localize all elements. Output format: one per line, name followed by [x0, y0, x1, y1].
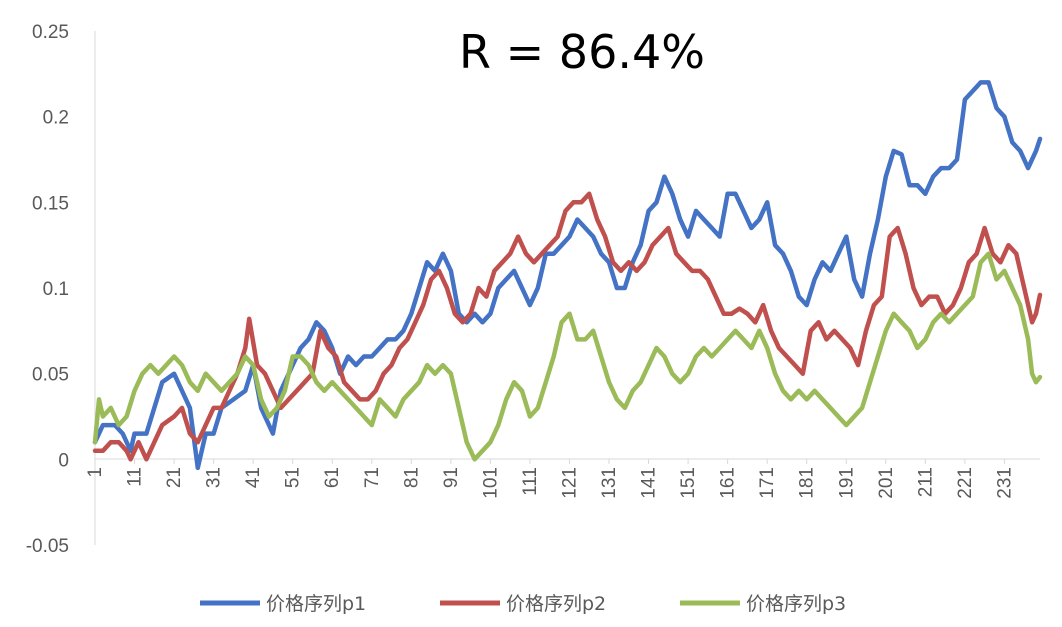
correlation-annotation: R = 86.4% — [459, 25, 705, 79]
x-tick-label: 221 — [955, 467, 976, 499]
legend-label-p3: 价格序列p3 — [746, 593, 846, 615]
y-tick-label: -0.05 — [26, 536, 69, 557]
x-tick-label: 121 — [559, 467, 580, 499]
x-tick-label: 61 — [322, 467, 343, 488]
x-tick-label: 141 — [639, 467, 660, 499]
series-layer — [92, 80, 1043, 471]
x-tick-label: 1 — [85, 467, 106, 478]
x-tick-label: 11 — [125, 467, 146, 487]
x-tick-label: 91 — [441, 467, 462, 488]
y-tick-label: 0.15 — [32, 193, 69, 214]
series-line-p2 — [92, 191, 1043, 462]
x-tick-label: 131 — [599, 467, 620, 499]
x-tick-label: 31 — [204, 467, 225, 488]
y-tick-label: 0.05 — [32, 365, 69, 386]
x-tick-label: 111 — [520, 467, 541, 496]
x-tick-label: 201 — [876, 467, 897, 499]
y-axis: -0.05 0 0.05 0.1 0.15 0.2 0.25 — [26, 22, 96, 557]
legend: 价格序列p1 价格序列p2 价格序列p3 — [200, 593, 846, 615]
legend-label-p1: 价格序列p1 — [266, 593, 366, 615]
x-tick-label: 151 — [678, 467, 699, 499]
y-tick-label: 0.2 — [43, 108, 69, 129]
x-tick-label: 21 — [164, 467, 185, 488]
x-tick-label: 231 — [994, 467, 1015, 499]
x-tick-label: 171 — [757, 467, 778, 499]
x-tick-label: 51 — [283, 467, 304, 488]
x-tick-label: 211 — [915, 467, 936, 497]
x-tick-label: 81 — [401, 467, 422, 488]
x-tick-label: 191 — [836, 467, 857, 499]
series-line-p3 — [92, 251, 1043, 462]
x-tick-label: 161 — [718, 467, 739, 499]
x-tick-label: 41 — [243, 467, 264, 488]
y-tick-label: 0.1 — [43, 279, 69, 300]
x-tick-label: 181 — [797, 467, 818, 499]
y-tick-label: 0.25 — [32, 22, 69, 43]
x-tick-label: 101 — [480, 467, 501, 499]
series-line-p1 — [92, 80, 1043, 471]
x-axis: 1 11 21 31 41 51 61 71 81 91 101 111 121 131 141 151 161… — [85, 458, 1040, 499]
x-tick-label: 71 — [362, 467, 383, 488]
legend-label-p2: 价格序列p2 — [506, 593, 606, 615]
y-tick-label: 0 — [58, 450, 69, 471]
